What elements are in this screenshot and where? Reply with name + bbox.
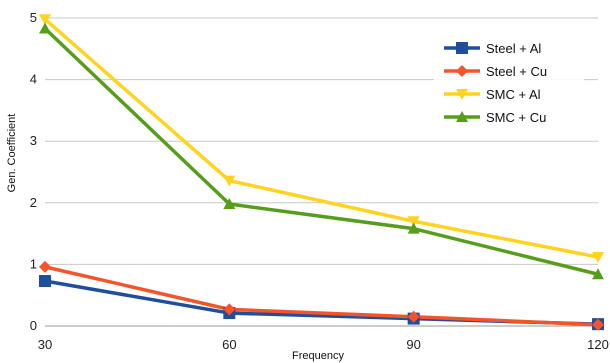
y-tick-label: 3	[30, 133, 37, 148]
data-point-smc-cu	[592, 268, 604, 280]
y-tick-label: 4	[30, 72, 37, 87]
data-point-steel-cu	[592, 318, 604, 331]
series-line-smc-cu	[43, 27, 599, 276]
data-point-steel-al	[39, 275, 51, 288]
legend: Steel + Al Steel + Cu SMC + Al SMC + Cu	[434, 36, 584, 130]
gridlines	[45, 17, 598, 327]
legend-label-smc-cu: SMC + Cu	[486, 110, 546, 125]
data-point-smc-al	[592, 252, 604, 264]
x-tick-label: 60	[222, 337, 236, 352]
data-point-smc-cu	[223, 198, 236, 210]
series-line-steel-cu	[44, 265, 599, 327]
series-line-smc-al	[43, 17, 599, 259]
y-axis-label: Gen. Coefficient	[6, 114, 18, 193]
series-lines	[43, 17, 599, 327]
data-point-steel-cu	[407, 310, 420, 323]
legend-label-smc-al: SMC + Al	[486, 87, 541, 102]
y-tick-label: 0	[30, 318, 37, 333]
legend-marker	[456, 111, 468, 122]
legend-marker	[456, 65, 468, 77]
legend-marker	[456, 89, 468, 100]
x-axis-label: Frequency	[292, 350, 344, 362]
series-markers	[39, 14, 604, 331]
data-point-steel-cu	[39, 260, 51, 273]
y-tick-label: 2	[30, 195, 37, 210]
legend-label-steel-al: Steel + Al	[486, 41, 541, 56]
data-point-smc-al	[39, 14, 51, 26]
x-axis-ticks: 30 60 90 120	[38, 337, 609, 352]
data-point-smc-al	[223, 175, 236, 187]
legend-marker	[456, 42, 468, 54]
x-tick-label: 30	[38, 337, 52, 352]
data-point-steel-cu	[223, 303, 236, 316]
data-point-smc-al	[407, 216, 420, 228]
x-tick-label: 120	[587, 337, 609, 352]
data-point-smc-cu	[39, 22, 51, 34]
y-tick-label: 5	[30, 10, 37, 25]
x-tick-label: 90	[406, 337, 420, 352]
data-point-smc-cu	[407, 222, 420, 234]
y-tick-label: 1	[30, 256, 37, 271]
y-axis-ticks: 0 1 2 3 4 5	[30, 10, 37, 333]
legend-label-steel-cu: Steel + Cu	[486, 64, 547, 79]
